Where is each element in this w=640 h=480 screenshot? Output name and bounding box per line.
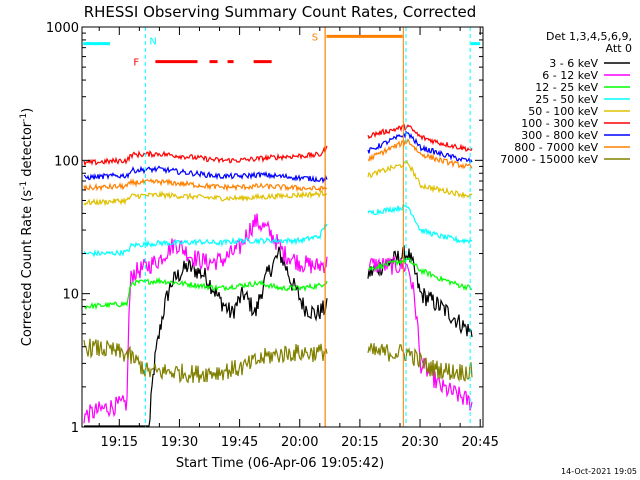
x-tick-label: 19:45	[221, 435, 258, 450]
observing-markers: NF S	[83, 27, 481, 427]
x-axis-label: Start Time (06-Apr-06 19:05:42)	[176, 456, 384, 471]
series-line-100-300-kev	[83, 123, 473, 167]
series-line-300-800-kev	[83, 130, 473, 184]
x-tick-label: 20:30	[401, 435, 438, 450]
legend-label-50-100-kev: 50 - 100 keV	[528, 105, 598, 118]
series-line-50-100-kev	[83, 159, 473, 207]
y-tick-label: 1	[71, 421, 79, 436]
x-tick-label: 19:30	[161, 435, 198, 450]
chart-title: RHESSI Observing Summary Count Rates, Co…	[84, 3, 477, 21]
y-tick-label: 100	[54, 154, 79, 169]
y-axis-label: Corrected Count Rate (s-1 detector-1)	[19, 108, 35, 346]
legend-label-7000-15000-kev: 7000 - 15000 keV	[500, 153, 598, 166]
series-line-12-25-kev	[83, 255, 473, 310]
legend-title-line-2: Att 0	[606, 42, 632, 55]
series-line-800-7000-kev	[83, 138, 473, 192]
legend-title-line-1: Det 1,3,4,5,6,9,	[546, 30, 632, 43]
x-axis-ticks: 19:15 19:30 19:45 20:00 20:15 20:30 20:45	[98, 27, 499, 450]
y-axis-label-end: )	[20, 108, 35, 113]
x-tick-label: 20:15	[341, 435, 378, 450]
legend-label-800-7000-kev: 800 - 7000 keV	[514, 141, 598, 154]
legend-label-6-12-kev: 6 - 12 keV	[542, 69, 598, 82]
y-axis-label-main: Corrected Count Rate (s	[20, 190, 35, 347]
legend-label-100-300-kev: 100 - 300 keV	[521, 117, 598, 130]
legend-label-25-50-kev: 25 - 50 keV	[535, 93, 598, 106]
flare-marker-label: F	[133, 58, 139, 69]
legend-label-3-6-kev: 3 - 6 keV	[549, 57, 598, 70]
footer-timestamp: 14-Oct-2021 19:05	[561, 467, 637, 476]
legend-label-300-800-kev: 300 - 800 keV	[521, 129, 598, 142]
series-line-7000-15000-kev	[83, 338, 473, 384]
x-tick-label: 20:45	[461, 435, 498, 450]
legend-label-12-25-kev: 12 - 25 keV	[535, 81, 598, 94]
x-tick-label: 20:00	[281, 435, 318, 450]
x-tick-label: 19:15	[101, 435, 138, 450]
saa-marker-label: S	[312, 32, 318, 43]
y-axis-label-sup1: -1	[19, 181, 29, 190]
plot-area	[83, 123, 473, 427]
plot-frame	[81, 26, 484, 428]
y-axis-label-sup2: -1	[19, 113, 29, 122]
y-tick-label: 10	[62, 288, 79, 303]
y-tick-label: 1000	[46, 21, 79, 36]
series-line-25-50-kev	[83, 204, 473, 258]
night-marker-label: N	[149, 37, 156, 48]
y-axis-ticks: 1 10 100 1000	[46, 21, 483, 436]
y-axis-label-mid: detector	[20, 121, 35, 181]
